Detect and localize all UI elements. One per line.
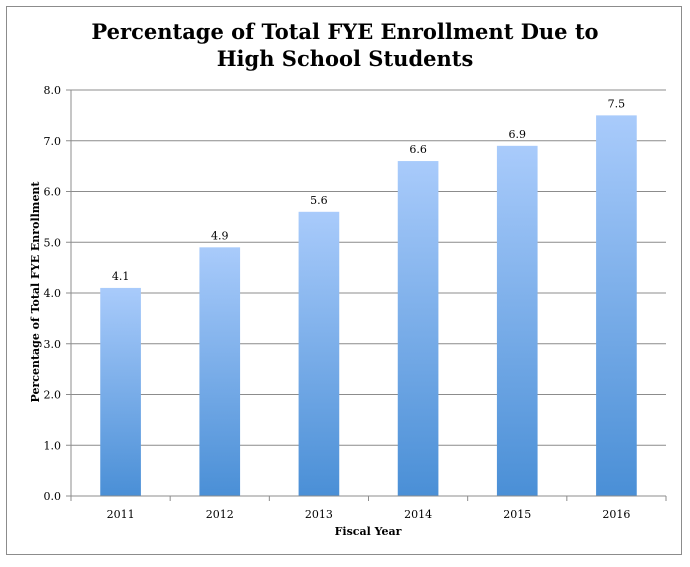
y-tick-label: 0.0 [44,490,62,503]
x-tick-label-2013: 2013 [305,508,333,521]
x-tick-label-2011: 2011 [107,508,135,521]
y-tick-label: 5.0 [44,236,62,249]
bar-2016 [596,115,637,496]
data-label-2013: 5.6 [310,194,328,207]
y-tick-label: 2.0 [44,389,62,402]
data-label-2014: 6.6 [409,143,427,156]
bar-2015 [496,145,538,496]
y-tick-label: 7.0 [44,135,62,148]
bars [100,115,637,497]
y-tick-label: 8.0 [44,84,62,97]
y-tick-label: 6.0 [44,186,62,199]
chart-title: Percentage of Total FYE Enrollment Due t… [91,19,599,71]
y-axis-title: Percentage of Total FYE Enrollment [29,181,42,403]
x-tick-label-2015: 2015 [503,508,531,521]
data-label-2016: 7.5 [608,97,626,110]
y-tick-label: 4.0 [44,287,62,300]
data-label-2012: 4.9 [211,229,229,242]
bar-2013 [298,211,340,497]
x-tick-label-2012: 2012 [206,508,234,521]
gridlines [71,89,666,446]
x-tick-label-2016: 2016 [602,508,630,521]
x-tick-label-2014: 2014 [404,508,432,521]
y-tick-label: 1.0 [44,439,62,452]
x-axis-title: Fiscal Year [335,525,402,538]
data-label-2011: 4.1 [112,270,130,283]
axes [66,89,667,501]
data-label-2015: 6.9 [509,128,527,141]
bar-2012 [199,247,241,496]
y-tick-label: 3.0 [44,338,62,351]
labels: 0.0 1.0 2.0 3.0 4.0 5.0 6.0 7.0 8.0 4.1 2011 4.9 201… [44,84,631,521]
bar-2014 [397,161,439,497]
bar-2011 [100,287,141,496]
